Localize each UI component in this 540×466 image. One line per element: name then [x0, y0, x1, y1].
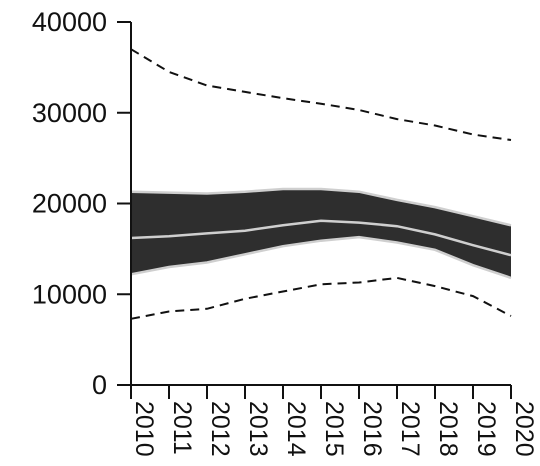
x-tick-label: 2017 — [396, 401, 424, 457]
y-tick-label: 0 — [92, 370, 107, 400]
y-tick-label: 40000 — [32, 7, 107, 37]
x-tick-label: 2012 — [206, 401, 234, 457]
x-tick-label: 2015 — [320, 401, 348, 457]
x-axis: 2010 2011 2012 2013 2014 2015 2016 2017 2018 2019… — [130, 385, 538, 457]
x-tick-label: 2010 — [130, 401, 158, 457]
y-tick-label: 20000 — [32, 189, 107, 219]
x-tick-label: 2018 — [434, 401, 462, 457]
plot-area — [131, 49, 511, 319]
x-tick-label: 2020 — [510, 401, 538, 457]
y-axis: 0 10000 20000 30000 40000 — [32, 7, 131, 400]
x-tick-label: 2016 — [358, 401, 386, 457]
x-tick-label: 2019 — [472, 401, 500, 457]
x-tick-label: 2013 — [244, 401, 272, 457]
y-tick-label: 30000 — [32, 98, 107, 128]
x-tick-label: 2014 — [282, 401, 310, 457]
upper-dashed-line — [131, 49, 511, 140]
lower-dashed-line — [131, 278, 511, 319]
y-tick-label: 10000 — [32, 279, 107, 309]
x-tick-label: 2011 — [168, 401, 196, 455]
